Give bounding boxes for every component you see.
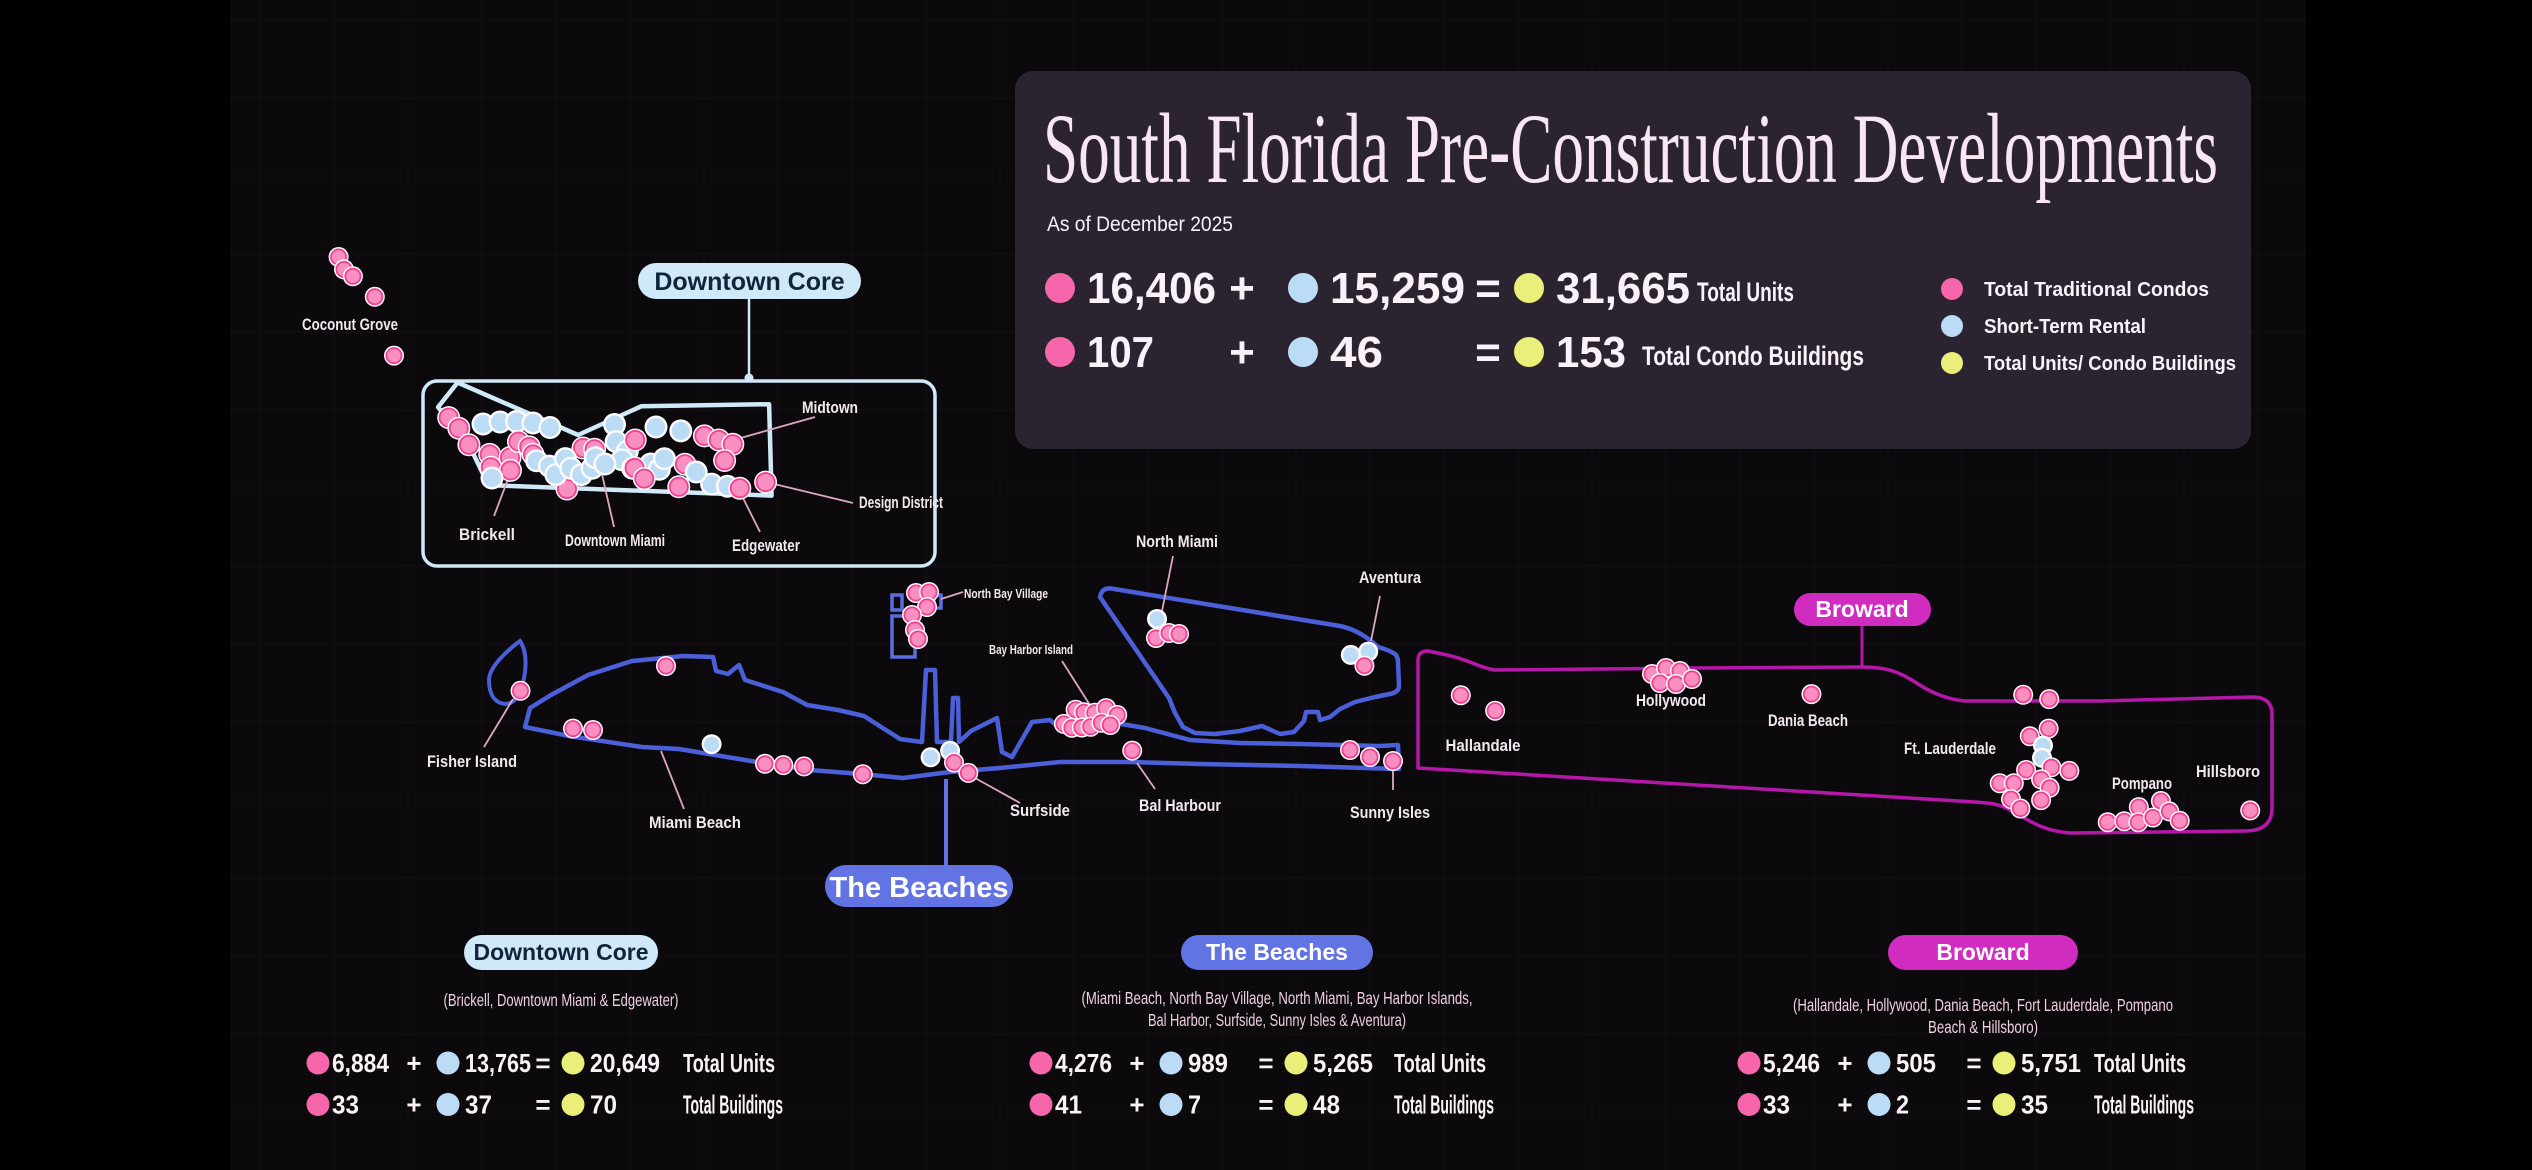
svg-text:Total Units: Total Units bbox=[1697, 277, 1794, 307]
svg-text:46: 46 bbox=[1330, 328, 1383, 377]
svg-text:+: + bbox=[1229, 328, 1255, 377]
svg-text:Brickell: Brickell bbox=[459, 525, 515, 544]
svg-text:5,265: 5,265 bbox=[1313, 1048, 1373, 1078]
svg-text:48: 48 bbox=[1313, 1090, 1340, 1120]
svg-text:Hillsboro: Hillsboro bbox=[2196, 762, 2260, 781]
svg-text:Total Traditional Condos: Total Traditional Condos bbox=[1984, 279, 2209, 301]
svg-text:Bal Harbour: Bal Harbour bbox=[1139, 796, 1221, 815]
svg-text:16,406: 16,406 bbox=[1087, 264, 1216, 313]
svg-text:=: = bbox=[1258, 1048, 1273, 1078]
svg-text:(Brickell, Downtown Miami & Ed: (Brickell, Downtown Miami & Edgewater) bbox=[444, 990, 679, 1010]
svg-text:South Florida Pre-Construction: South Florida Pre-Construction Developme… bbox=[1043, 93, 2218, 204]
svg-text:37: 37 bbox=[465, 1090, 492, 1120]
svg-text:Fisher Island: Fisher Island bbox=[427, 752, 517, 771]
svg-text:=: = bbox=[1475, 264, 1501, 313]
svg-text:Aventura: Aventura bbox=[1359, 568, 1421, 587]
svg-text:Downtown Core: Downtown Core bbox=[654, 268, 844, 296]
svg-text:=: = bbox=[1966, 1090, 1981, 1120]
svg-text:Ft. Lauderdale: Ft. Lauderdale bbox=[1904, 739, 1996, 758]
svg-text:5,246: 5,246 bbox=[1763, 1048, 1820, 1078]
svg-text:=: = bbox=[1966, 1048, 1981, 1078]
svg-text:Total Buildings: Total Buildings bbox=[683, 1090, 783, 1120]
svg-text:=: = bbox=[535, 1090, 550, 1120]
svg-text:Midtown: Midtown bbox=[802, 398, 858, 417]
svg-text:505: 505 bbox=[1896, 1048, 1936, 1078]
svg-text:Edgewater: Edgewater bbox=[732, 536, 800, 555]
svg-text:Total Buildings: Total Buildings bbox=[1394, 1090, 1494, 1120]
svg-text:As of December 2025: As of December 2025 bbox=[1047, 212, 1233, 236]
svg-text:North Miami: North Miami bbox=[1136, 532, 1218, 551]
svg-text:North Bay Village: North Bay Village bbox=[964, 586, 1048, 601]
svg-text:70: 70 bbox=[590, 1090, 617, 1120]
svg-text:153: 153 bbox=[1556, 328, 1626, 377]
svg-text:+: + bbox=[1129, 1048, 1144, 1078]
svg-text:Design District: Design District bbox=[859, 493, 943, 512]
svg-text:5,751: 5,751 bbox=[2021, 1048, 2081, 1078]
svg-text:4,276: 4,276 bbox=[1055, 1048, 1112, 1078]
svg-text:=: = bbox=[1475, 328, 1501, 377]
svg-text:The Beaches: The Beaches bbox=[830, 872, 1009, 904]
svg-text:Downtown Miami: Downtown Miami bbox=[565, 531, 665, 550]
svg-text:Total Units: Total Units bbox=[2094, 1048, 2186, 1078]
svg-text:Total Units: Total Units bbox=[1394, 1048, 1486, 1078]
svg-text:+: + bbox=[1837, 1090, 1852, 1120]
svg-text:Sunny Isles: Sunny Isles bbox=[1350, 803, 1430, 822]
svg-text:=: = bbox=[535, 1048, 550, 1078]
svg-text:+: + bbox=[1129, 1090, 1144, 1120]
svg-text:7: 7 bbox=[1188, 1090, 1201, 1120]
svg-text:35: 35 bbox=[2021, 1090, 2048, 1120]
svg-text:20,649: 20,649 bbox=[590, 1048, 660, 1078]
svg-text:+: + bbox=[1837, 1048, 1852, 1078]
svg-text:2: 2 bbox=[1896, 1090, 1909, 1120]
svg-text:Broward: Broward bbox=[1936, 939, 2029, 965]
svg-text:+: + bbox=[406, 1048, 421, 1078]
svg-text:(Hallandale, Hollywood, Dania: (Hallandale, Hollywood, Dania Beach, For… bbox=[1793, 995, 2173, 1015]
svg-text:Hallandale: Hallandale bbox=[1446, 736, 1521, 755]
svg-text:The Beaches: The Beaches bbox=[1206, 939, 1348, 965]
svg-text:107: 107 bbox=[1087, 328, 1154, 377]
svg-text:=: = bbox=[1258, 1090, 1273, 1120]
svg-text:Pompano: Pompano bbox=[2112, 774, 2172, 793]
svg-text:989: 989 bbox=[1188, 1048, 1228, 1078]
svg-text:Coconut Grove: Coconut Grove bbox=[302, 315, 398, 334]
svg-text:Dania Beach: Dania Beach bbox=[1768, 711, 1848, 730]
svg-text:Short-Term Rental: Short-Term Rental bbox=[1984, 316, 2146, 338]
svg-text:+: + bbox=[1229, 264, 1255, 313]
svg-text:Total Units/ Condo Buildings: Total Units/ Condo Buildings bbox=[1984, 353, 2236, 375]
svg-text:Miami Beach: Miami Beach bbox=[649, 813, 741, 832]
svg-text:(Miami Beach, North Bay Villag: (Miami Beach, North Bay Village, North M… bbox=[1082, 988, 1473, 1008]
svg-text:Downtown Core: Downtown Core bbox=[473, 939, 648, 965]
svg-text:15,259: 15,259 bbox=[1330, 264, 1465, 313]
svg-text:Bal Harbor, Surfside, Sunny Is: Bal Harbor, Surfside, Sunny Isles & Aven… bbox=[1148, 1010, 1406, 1030]
svg-text:+: + bbox=[406, 1090, 421, 1120]
svg-text:Total Condo Buildings: Total Condo Buildings bbox=[1642, 341, 1864, 371]
svg-text:Hollywood: Hollywood bbox=[1636, 691, 1706, 710]
svg-text:13,765: 13,765 bbox=[465, 1048, 531, 1078]
svg-text:6,884: 6,884 bbox=[332, 1048, 389, 1078]
svg-text:Bay Harbor Island: Bay Harbor Island bbox=[989, 642, 1073, 657]
svg-text:Beach & Hillsboro): Beach & Hillsboro) bbox=[1928, 1017, 2038, 1037]
svg-text:Total Buildings: Total Buildings bbox=[2094, 1090, 2194, 1120]
svg-text:Surfside: Surfside bbox=[1010, 801, 1070, 820]
svg-text:Broward: Broward bbox=[1815, 596, 1908, 622]
svg-text:Total Units: Total Units bbox=[683, 1048, 775, 1078]
svg-text:41: 41 bbox=[1055, 1090, 1082, 1120]
svg-text:33: 33 bbox=[332, 1090, 359, 1120]
svg-text:31,665: 31,665 bbox=[1556, 264, 1690, 313]
svg-text:33: 33 bbox=[1763, 1090, 1790, 1120]
